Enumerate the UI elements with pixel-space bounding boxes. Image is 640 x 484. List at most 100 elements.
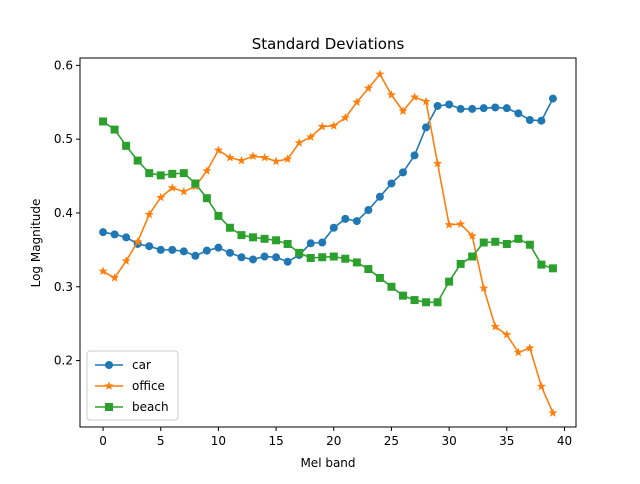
data-point-office [502,329,512,339]
series-line-car [102,98,554,263]
data-point-beach [387,282,396,291]
data-point-car [260,252,269,261]
data-point-beach [491,237,500,246]
data-point-car [122,233,131,242]
data-point-car [156,245,165,254]
x-tick-label: 0 [99,434,107,448]
data-point-office [236,155,247,165]
legend: car office beach [86,350,179,421]
data-point-car [445,100,454,109]
data-point-beach [249,233,258,242]
axis-ticks: 0 5 10 15 20 25 30 35 40 0.2 0.3 0.4 0.5 0.6 [54,58,572,448]
chart-title: Standard Deviations [252,35,405,53]
data-point-car [237,253,246,262]
data-point-office [179,186,189,196]
data-point-beach [329,252,338,261]
data-point-beach [525,240,534,249]
data-point-office [259,152,270,162]
data-point-car [341,214,350,223]
data-point-beach [99,117,108,126]
x-tick-label: 5 [157,434,165,448]
data-point-beach [318,253,327,262]
data-point-beach [341,254,350,263]
data-point-office [352,97,362,107]
data-point-beach [410,296,419,305]
legend-entry: car [95,358,151,372]
data-point-car [548,94,557,103]
series-line-beach [102,120,554,304]
x-tick-label: 40 [557,434,572,448]
series-layer [98,69,558,417]
data-point-car [502,104,511,113]
data-point-office [525,343,535,352]
data-point-beach [122,141,131,150]
data-point-car [410,151,419,160]
data-point-office [536,381,546,391]
legend-label: car [132,358,151,372]
data-point-beach [364,265,373,274]
data-point-car [537,116,546,125]
data-point-office [294,138,304,147]
data-point-beach [110,125,119,134]
data-point-car [283,257,292,266]
data-point-car [272,253,281,262]
data-point-car [387,179,396,188]
data-point-beach [225,223,234,232]
data-point-office [202,166,212,175]
data-point-office [513,347,523,357]
x-tick-label: 35 [499,434,514,448]
data-point-car [525,115,534,124]
data-point-office [121,256,131,265]
data-point-office [283,154,293,163]
legend-label: office [132,379,165,393]
data-point-car [456,104,465,113]
series-car [99,94,557,266]
data-point-car [422,123,431,132]
data-point-beach [548,264,557,273]
data-point-office [248,151,258,161]
legend-entry: beach [95,400,169,414]
legend-entry: office [95,379,165,393]
data-point-car [364,206,373,215]
data-point-office [456,219,466,228]
data-point-beach [191,179,200,188]
data-point-beach [375,273,384,282]
data-point-office [156,192,166,202]
data-point-beach [306,253,315,262]
data-point-office [433,158,443,168]
series-beach [99,117,557,307]
y-tick-label: 0.5 [54,132,73,146]
data-point-office [548,408,558,417]
data-point-car [479,104,488,113]
x-tick-label: 30 [441,434,456,448]
data-point-office [98,266,108,276]
y-tick-label: 0.6 [54,58,73,72]
y-tick-label: 0.3 [54,280,73,294]
data-point-office [421,96,431,106]
x-axis-label: Mel band [300,456,355,470]
data-point-office [306,132,316,141]
data-point-office [133,236,143,246]
data-point-beach [456,259,465,268]
series-line-office [102,73,554,414]
data-point-beach [202,194,211,203]
data-point-car [99,228,108,237]
data-point-car [433,101,442,110]
legend-marker [105,403,113,411]
x-tick-label: 15 [268,434,283,448]
data-point-car [191,251,200,260]
x-tick-label: 25 [384,434,399,448]
data-point-car [110,230,119,239]
data-point-office [167,183,177,192]
x-tick-label: 20 [326,434,341,448]
data-point-car [329,223,338,232]
data-point-car [145,242,154,251]
data-point-beach [445,277,454,286]
data-point-beach [168,169,177,178]
data-point-car [375,192,384,201]
data-point-beach [272,236,281,245]
data-point-beach [145,169,154,178]
data-point-car [225,248,234,257]
data-point-beach [398,291,407,300]
